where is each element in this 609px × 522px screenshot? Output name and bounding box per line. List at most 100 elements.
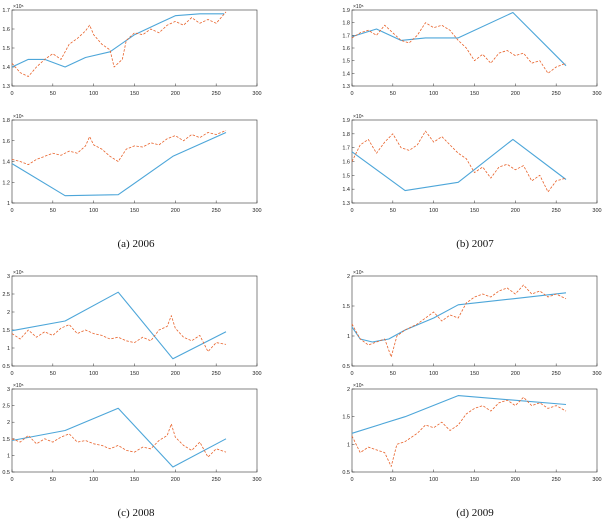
x-tick-label: 100 [429, 477, 438, 483]
x-tick-label: 50 [390, 208, 396, 214]
x-tick-label: 100 [89, 371, 98, 377]
y-tick-label: 0.5 [342, 364, 350, 370]
y-tick-label: 1.5 [342, 304, 350, 310]
series-line-dashed [11, 11, 227, 77]
y-tick-label: 1.8 [342, 21, 350, 27]
plot-frame [351, 119, 598, 204]
series-line-dashed [11, 315, 227, 353]
series-line-solid [11, 291, 227, 360]
y-tick-label: 1.4 [2, 160, 10, 166]
x-tick-label: 300 [592, 208, 601, 214]
x-tick-label: 150 [130, 208, 139, 214]
y-tick-label: 1.9 [342, 118, 350, 124]
y-tick-label: 1.7 [342, 33, 350, 39]
y-tick-label: 0.5 [2, 364, 10, 370]
x-tick-label: 0 [350, 371, 353, 377]
y-tick-label: 1.7 [2, 8, 10, 14]
x-tick-label: 150 [130, 371, 139, 377]
plot-panel: 0 50 100 150 200 250 300 0.5 1 1.5 2 2.5 3×10⁵ [2, 270, 261, 377]
y-tick-label: 1.5 [342, 59, 350, 65]
y-tick-label: 1.4 [342, 71, 350, 77]
x-tick-label: 250 [552, 91, 561, 97]
series-line-solid [11, 13, 225, 68]
x-tick-label: 250 [212, 477, 221, 483]
y-exponent-label: ×10⁵ [13, 383, 24, 389]
x-tick-label: 300 [592, 91, 601, 97]
y-tick-label: 1 [7, 201, 10, 207]
x-tick-label: 0 [10, 371, 13, 377]
y-tick-label: 1.6 [342, 160, 350, 166]
x-tick-label: 100 [89, 91, 98, 97]
y-exponent-label: ×10⁵ [13, 270, 24, 276]
y-tick-label: 0.5 [342, 470, 350, 476]
x-tick-label: 150 [130, 91, 139, 97]
series-line-solid [351, 395, 567, 434]
y-tick-label: 1.4 [2, 65, 10, 71]
x-tick-label: 150 [470, 477, 479, 483]
series-line-dashed [351, 130, 567, 193]
y-exponent-label: ×10⁵ [353, 383, 364, 389]
x-tick-label: 300 [252, 91, 261, 97]
y-tick-label: 0.5 [2, 470, 10, 476]
y-exponent-label: ×10⁵ [353, 4, 364, 10]
x-tick-label: 0 [10, 477, 13, 483]
x-tick-label: 150 [470, 91, 479, 97]
y-tick-label: 1.6 [2, 139, 10, 145]
x-tick-label: 100 [89, 477, 98, 483]
y-tick-label: 1.5 [342, 415, 350, 421]
y-tick-label: 1 [7, 346, 10, 352]
series-line-dashed [351, 396, 567, 467]
series-line-solid [11, 407, 227, 468]
x-tick-label: 50 [390, 371, 396, 377]
y-tick-label: 1.8 [342, 132, 350, 138]
y-tick-label: 1.5 [342, 173, 350, 179]
x-tick-label: 300 [592, 371, 601, 377]
plot-frame [11, 388, 258, 473]
x-tick-label: 200 [511, 91, 520, 97]
plot-panel: 0 50 100 150 200 250 300 0.5 1 1.5 2×10⁵ [342, 270, 601, 377]
y-tick-label: 1 [347, 442, 350, 448]
plot-panel: 0 50 100 150 200 250 300 1.3 1.4 1.5 1.6 1.7 1.8 1.9×… [342, 114, 601, 214]
x-tick-label: 300 [252, 477, 261, 483]
y-tick-label: 1 [7, 453, 10, 459]
series-line-dashed [11, 130, 227, 166]
y-tick-label: 2.5 [2, 404, 10, 410]
y-tick-label: 1.3 [342, 201, 350, 207]
y-tick-label: 1.9 [342, 8, 350, 14]
y-exponent-label: ×10⁵ [353, 270, 364, 276]
x-tick-label: 100 [429, 208, 438, 214]
x-tick-label: 100 [89, 208, 98, 214]
plot-frame [351, 9, 598, 87]
plot-panel: 0 50 100 150 200 250 300 1.3 1.4 1.5 1.6 1.7 1.8 1.9×… [342, 4, 601, 97]
x-tick-label: 300 [252, 371, 261, 377]
x-tick-label: 250 [552, 208, 561, 214]
x-tick-label: 250 [212, 371, 221, 377]
x-tick-label: 200 [171, 208, 180, 214]
y-tick-label: 2 [7, 420, 10, 426]
y-tick-label: 1.8 [2, 118, 10, 124]
y-tick-label: 1.6 [2, 27, 10, 33]
x-tick-label: 50 [390, 91, 396, 97]
x-tick-label: 50 [50, 477, 56, 483]
y-tick-label: 2 [347, 387, 350, 393]
x-tick-label: 150 [470, 208, 479, 214]
y-tick-label: 2 [347, 274, 350, 280]
series-line-dashed [351, 284, 567, 358]
x-tick-label: 50 [50, 208, 56, 214]
y-exponent-label: ×10⁵ [13, 4, 24, 10]
x-tick-label: 50 [50, 371, 56, 377]
x-tick-label: 0 [350, 91, 353, 97]
plot-panel: 0 50 100 150 200 250 300 0.5 1 1.5 2 2.5 3×10⁵ [2, 383, 261, 483]
x-tick-label: 150 [130, 477, 139, 483]
plot-frame [351, 388, 598, 473]
y-tick-label: 3 [7, 274, 10, 280]
y-tick-label: 3 [7, 387, 10, 393]
x-tick-label: 200 [511, 208, 520, 214]
x-tick-label: 200 [511, 477, 520, 483]
y-tick-label: 1.7 [342, 146, 350, 152]
y-tick-label: 1.3 [342, 84, 350, 90]
series-line-dashed [11, 423, 227, 458]
y-tick-label: 1.5 [2, 437, 10, 443]
y-tick-label: 1.3 [2, 84, 10, 90]
